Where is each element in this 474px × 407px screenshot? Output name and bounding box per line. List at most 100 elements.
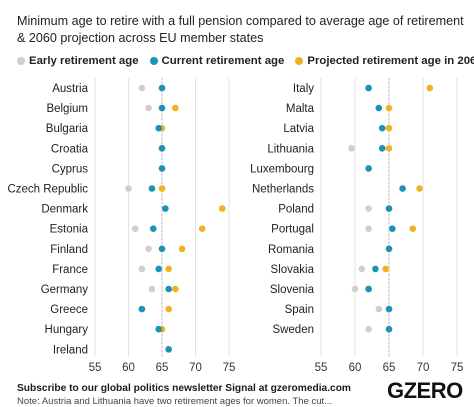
current-retirement-dot: [385, 205, 393, 212]
gzero-logo: GZERO: [387, 378, 463, 403]
current-retirement-dot: [378, 145, 386, 152]
projected-retirement-dot: [219, 205, 226, 212]
projected-retirement-dot: [172, 104, 179, 112]
projected-retirement-dot: [198, 225, 206, 232]
early-retirement-dot: [365, 325, 372, 333]
current-retirement-dot: [365, 285, 372, 293]
country-label: Austria: [52, 83, 88, 95]
legend-item-early: Early retirement age: [17, 55, 139, 67]
current-retirement-dot: [372, 265, 379, 273]
early-retirement-dot: [138, 84, 146, 92]
projected-retirement-dot: [416, 185, 423, 192]
early-retirement-dot: [365, 205, 372, 212]
projected-retirement-dot: [409, 225, 417, 232]
x-tick-label: 75: [451, 362, 464, 374]
legend: Early retirement age Current retirement …: [17, 55, 474, 67]
country-label: Hungary: [45, 324, 89, 336]
country-label: Lithuania: [267, 143, 314, 155]
current-retirement-dot: [365, 84, 372, 92]
country-label: Poland: [278, 204, 314, 216]
early-retirement-dot: [358, 265, 366, 273]
country-label: Greece: [50, 304, 88, 316]
legend-swatch-early: [17, 57, 25, 65]
early-retirement-dot: [125, 185, 132, 192]
current-retirement-dot: [148, 185, 156, 192]
country-label: Spain: [285, 304, 314, 316]
early-retirement-dot: [145, 104, 152, 112]
country-label: Netherlands: [252, 184, 314, 196]
x-tick-label: 60: [349, 362, 362, 374]
country-label: Ireland: [53, 344, 88, 356]
x-tick-label: 55: [89, 362, 102, 374]
current-retirement-dot: [158, 245, 166, 253]
x-tick-label: 75: [223, 362, 236, 374]
early-retirement-dot: [365, 225, 372, 232]
current-retirement-dot: [138, 305, 146, 313]
current-retirement-dot: [155, 325, 162, 333]
legend-label-current: Current retirement age: [161, 55, 285, 67]
projected-retirement-dot: [385, 145, 393, 152]
current-retirement-dot: [149, 225, 157, 232]
early-retirement-dot: [131, 225, 139, 232]
x-tick-label: 65: [156, 362, 169, 374]
country-label: Italy: [293, 83, 314, 95]
early-retirement-dot: [351, 285, 359, 293]
early-retirement-dot: [138, 265, 146, 273]
country-label: Belgium: [46, 103, 88, 115]
current-retirement-dot: [389, 225, 396, 232]
country-label: Germany: [41, 284, 89, 296]
legend-label-early: Early retirement age: [29, 55, 139, 67]
legend-swatch-projected: [295, 57, 304, 65]
current-retirement-dot: [158, 145, 166, 152]
current-retirement-dot: [385, 245, 393, 253]
projected-retirement-dot: [172, 285, 179, 293]
early-retirement-dot: [145, 245, 152, 253]
current-retirement-dot: [155, 265, 162, 273]
legend-item-current: Current retirement age: [149, 55, 285, 67]
legend-item-projected: Projected retirement age in 2060: [295, 55, 474, 67]
projected-retirement-dot: [382, 265, 389, 273]
current-retirement-dot: [165, 285, 172, 293]
current-retirement-dot: [378, 124, 386, 132]
projected-retirement-dot: [165, 265, 172, 273]
country-label: Luxembourg: [250, 163, 314, 175]
x-tick-label: 70: [189, 362, 202, 374]
early-retirement-dot: [348, 145, 355, 152]
country-label: Sweden: [272, 324, 314, 336]
projected-retirement-dot: [178, 245, 186, 253]
current-retirement-dot: [385, 305, 393, 313]
x-tick-label: 65: [383, 362, 396, 374]
country-label: Romania: [268, 244, 315, 256]
chart-title: Minimum age to retire with a full pensio…: [17, 14, 464, 45]
projected-retirement-dot: [385, 124, 393, 132]
legend-swatch-current: [149, 57, 158, 65]
country-label: Bulgaria: [46, 123, 89, 135]
early-retirement-dot: [375, 305, 383, 313]
current-retirement-dot: [162, 205, 169, 212]
country-label: Portugal: [271, 224, 314, 236]
legend-label-projected: Projected retirement age in 2060: [307, 55, 474, 67]
country-label: Czech Republic: [7, 184, 88, 196]
current-retirement-dot: [375, 104, 383, 112]
current-retirement-dot: [399, 185, 406, 192]
country-label: Latvia: [283, 123, 314, 135]
current-retirement-dot: [158, 165, 166, 172]
country-label: Finland: [50, 244, 88, 256]
x-tick-label: 70: [417, 362, 430, 374]
country-label: Slovakia: [271, 264, 315, 276]
footer-subscribe: Subscribe to our global politics newslet…: [17, 383, 351, 394]
projected-retirement-dot: [385, 104, 393, 112]
projected-retirement-dot: [158, 185, 166, 192]
country-label: Malta: [286, 103, 315, 115]
current-retirement-dot: [158, 84, 166, 92]
current-retirement-dot: [158, 104, 166, 112]
projected-retirement-dot: [426, 84, 434, 92]
projected-retirement-dot: [165, 305, 172, 313]
country-label: Cyprus: [52, 163, 89, 175]
x-tick-label: 55: [315, 362, 328, 374]
country-label: Estonia: [50, 224, 89, 236]
current-retirement-dot: [385, 325, 393, 333]
country-label: Denmark: [41, 204, 88, 216]
early-retirement-dot: [148, 285, 156, 293]
